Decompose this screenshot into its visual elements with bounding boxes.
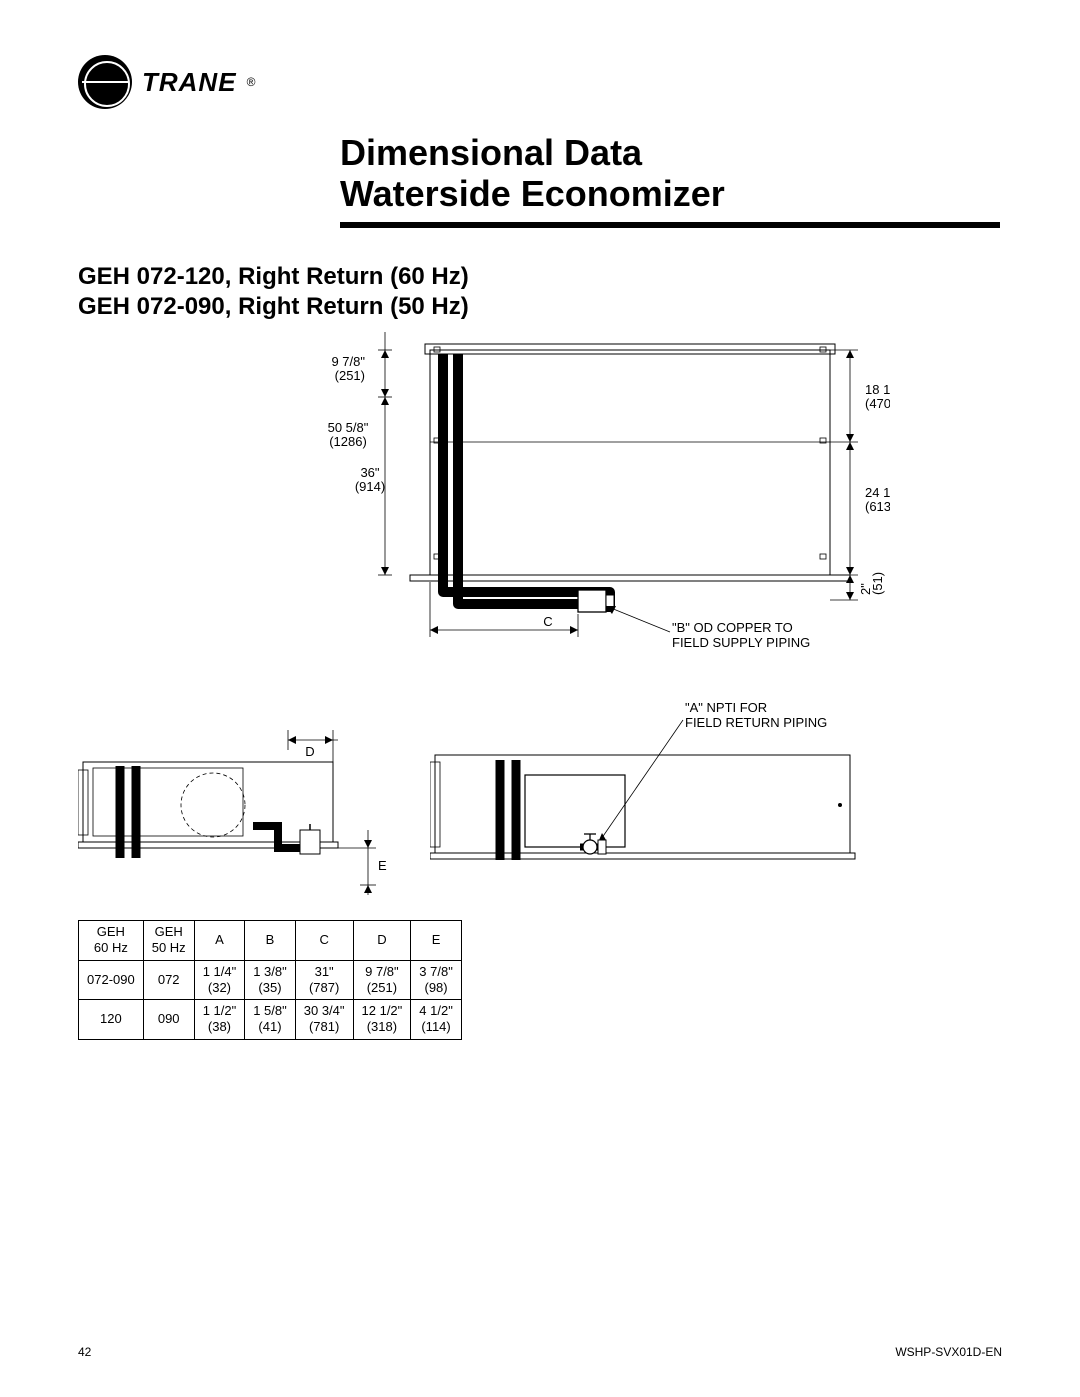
- dim-label: (51): [870, 572, 885, 595]
- page-number: 42: [78, 1345, 91, 1359]
- table-cell: 1 1/4"(32): [194, 960, 245, 1000]
- table-cell: 4 1/2"(114): [411, 1000, 462, 1040]
- section-subtitle: GEH 072-120, Right Return (60 Hz) GEH 07…: [78, 262, 469, 322]
- dim-label: (914): [355, 479, 385, 494]
- table-header: E: [411, 921, 462, 961]
- callout-a-line1: "A" NPTI FOR: [685, 700, 767, 715]
- dim-label-e: E: [378, 858, 387, 873]
- table-cell: 1 3/8"(35): [245, 960, 296, 1000]
- table-cell: 120: [79, 1000, 144, 1040]
- table-header: A: [194, 921, 245, 961]
- title-underline: [340, 222, 1000, 228]
- subtitle-line-2: GEH 072-090, Right Return (50 Hz): [78, 293, 469, 320]
- table-cell: 072: [143, 960, 194, 1000]
- table-header: GEH50 Hz: [143, 921, 194, 961]
- table-cell: 3 7/8"(98): [411, 960, 462, 1000]
- dim-label: (470): [865, 396, 890, 411]
- dim-label-d: D: [305, 744, 314, 759]
- table-cell: 1 1/2"(38): [194, 1000, 245, 1040]
- diagram-side-left: D E: [78, 730, 388, 900]
- registered-mark: ®: [247, 75, 256, 89]
- table-cell: 072-090: [79, 960, 144, 1000]
- brand-logo: TRANE ®: [78, 55, 255, 109]
- logo-globe-icon: [78, 55, 132, 109]
- callout-b-line1: "B" OD COPPER TO: [672, 620, 793, 635]
- dim-label-c: C: [543, 614, 552, 629]
- dimensions-table: GEH60 Hz GEH50 Hz A B C D E 072-090 072 …: [78, 920, 462, 1040]
- dim-label: 50 5/8": [328, 420, 369, 435]
- dim-label: (1286): [329, 434, 367, 449]
- table-header-row: GEH60 Hz GEH50 Hz A B C D E: [79, 921, 462, 961]
- dim-label: 9 7/8": [331, 354, 365, 369]
- document-id: WSHP-SVX01D-EN: [895, 1345, 1002, 1359]
- table-row: 120 090 1 1/2"(38) 1 5/8"(41) 30 3/4"(78…: [79, 1000, 462, 1040]
- table-cell: 12 1/2"(318): [353, 1000, 411, 1040]
- table-cell: 30 3/4"(781): [295, 1000, 353, 1040]
- page-title: Dimensional Data Waterside Economizer: [340, 132, 725, 215]
- subtitle-line-1: GEH 072-120, Right Return (60 Hz): [78, 263, 469, 290]
- logo-text: TRANE: [142, 67, 237, 98]
- table-cell: 31"(787): [295, 960, 353, 1000]
- callout-a-line2: FIELD RETURN PIPING: [685, 715, 827, 730]
- dim-label: 18 1/2": [865, 382, 890, 397]
- table-header: D: [353, 921, 411, 961]
- title-line-2: Waterside Economizer: [340, 173, 725, 214]
- dim-label: 24 1/8": [865, 485, 890, 500]
- dim-label: (613): [865, 499, 890, 514]
- table-cell: 9 7/8"(251): [353, 960, 411, 1000]
- callout-b-line2: FIELD SUPPLY PIPING: [672, 635, 810, 650]
- table-cell: 090: [143, 1000, 194, 1040]
- table-cell: 1 5/8"(41): [245, 1000, 296, 1040]
- title-line-1: Dimensional Data: [340, 132, 642, 173]
- table-header: C: [295, 921, 353, 961]
- diagram-top-view: 9 7/8" (251) 50 5/8" (1286) 36" (914) 18…: [310, 332, 890, 672]
- dim-label: 36": [360, 465, 379, 480]
- table-header: B: [245, 921, 296, 961]
- table-row: 072-090 072 1 1/4"(32) 1 3/8"(35) 31"(78…: [79, 960, 462, 1000]
- dim-label: (251): [335, 368, 365, 383]
- table-header: GEH60 Hz: [79, 921, 144, 961]
- diagram-side-right: "A" NPTI FOR FIELD RETURN PIPING: [430, 700, 860, 890]
